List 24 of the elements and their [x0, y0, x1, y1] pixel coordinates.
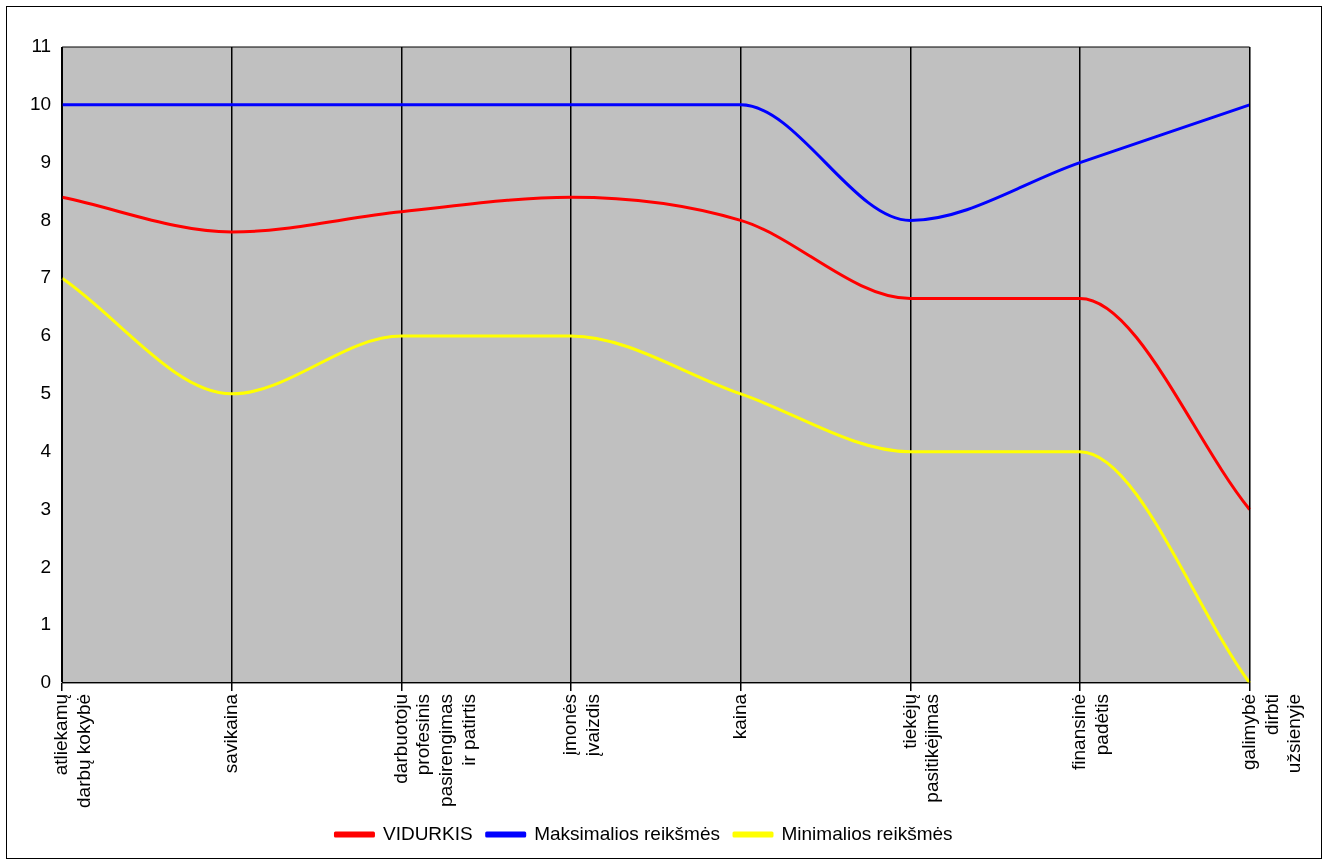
legend-label: VIDURKIS — [382, 822, 473, 844]
x-tick-label: įmonės įvaizdis — [559, 693, 604, 757]
y-tick-label: 2 — [40, 555, 52, 577]
x-tick-label: savikaina — [220, 693, 242, 774]
y-tick-label: 5 — [40, 382, 52, 404]
y-tick-label: 10 — [29, 93, 52, 115]
y-tick-label: 0 — [40, 671, 52, 693]
x-tick-label: kaina — [728, 693, 750, 740]
y-tick-label: 4 — [40, 439, 52, 461]
x-tick-label: tiekėjų pasitikėjimas — [898, 693, 943, 803]
x-tick-label: darbuotoju profesinis pasirengimas ir patirtis — [389, 693, 480, 807]
y-tick-label: 8 — [40, 208, 52, 230]
legend-label: Minimalios reikšmės — [781, 822, 953, 844]
y-tick-label: 11 — [31, 35, 52, 57]
y-tick-label: 6 — [40, 324, 52, 346]
legend-label: Maksimalios reikšmės — [534, 822, 721, 844]
y-tick-label: 9 — [40, 150, 52, 172]
x-tick-label: atliekamų darbų kokybė — [50, 693, 95, 808]
x-tick-label: finansinė padėtis — [1068, 693, 1112, 770]
line-series — [60, 195, 1252, 511]
y-tick-label: 3 — [40, 497, 52, 519]
y-tick-label: 7 — [40, 266, 52, 288]
y-tick-label: 1 — [40, 613, 52, 635]
x-tick-label: galimybė dirbti užsienyje — [1237, 693, 1305, 774]
